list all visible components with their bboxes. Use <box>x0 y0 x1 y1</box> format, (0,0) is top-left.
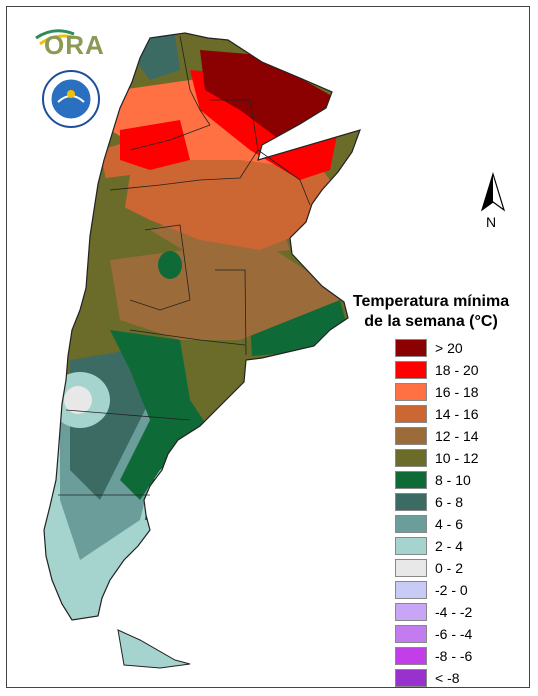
legend-swatch <box>395 493 427 511</box>
legend-label: 14 - 16 <box>435 406 479 422</box>
ora-logo-text: ORA <box>44 30 105 60</box>
legend-label: 12 - 14 <box>435 428 479 444</box>
legend-swatch <box>395 427 427 445</box>
legend-item: > 20 <box>395 337 515 359</box>
legend-swatch <box>395 603 427 621</box>
legend-label: 18 - 20 <box>435 362 479 378</box>
north-arrow-icon <box>480 172 506 212</box>
tierra-del-fuego <box>117 629 191 669</box>
legend-label: 2 - 4 <box>435 538 464 554</box>
legend-label: 6 - 8 <box>435 494 464 510</box>
legend-swatch <box>395 559 427 577</box>
legend-item: 6 - 8 <box>395 491 515 513</box>
legend-item: 0 - 2 <box>395 557 515 579</box>
legend-item: 12 - 14 <box>395 425 515 447</box>
legend-swatch <box>395 383 427 401</box>
legend-title-line2: de la semana (°C) <box>364 313 498 330</box>
legend-item: 18 - 20 <box>395 359 515 381</box>
legend-swatch <box>395 339 427 357</box>
legend-item: 8 - 10 <box>395 469 515 491</box>
legend-swatch <box>395 361 427 379</box>
legend-item: -6 - -4 <box>395 623 515 645</box>
legend-item: 14 - 16 <box>395 403 515 425</box>
legend-title-line1: Temperatura mínima <box>352 293 510 310</box>
legend-item: 10 - 12 <box>395 447 515 469</box>
legend-item: 2 - 4 <box>395 535 515 557</box>
legend-item: -4 - -2 <box>395 601 515 623</box>
legend-label: > 20 <box>435 340 463 356</box>
legend-swatch <box>395 669 427 687</box>
legend-swatch <box>395 581 427 599</box>
legend-swatch <box>395 625 427 643</box>
legend-label: 4 - 6 <box>435 516 464 532</box>
legend-label: -6 - -4 <box>435 626 473 642</box>
legend-label: 0 - 2 <box>435 560 464 576</box>
legend-swatch <box>395 647 427 665</box>
legend-label: -4 - -2 <box>435 604 473 620</box>
country-outline <box>43 32 361 621</box>
national-weather-service-seal-icon <box>42 70 100 128</box>
legend-label: 16 - 18 <box>435 384 479 400</box>
legend-item: 16 - 18 <box>395 381 515 403</box>
legend-swatch <box>395 449 427 467</box>
legend-label: 10 - 12 <box>435 450 479 466</box>
north-label: N <box>486 214 497 230</box>
province-borders <box>58 35 311 496</box>
legend-item: -8 - -6 <box>395 645 515 667</box>
legend-label: -2 - 0 <box>435 582 468 598</box>
legend-item: < -8 <box>395 667 515 689</box>
legend-item: -2 - 0 <box>395 579 515 601</box>
legend-swatch <box>395 471 427 489</box>
legend-label: -8 - -6 <box>435 648 473 664</box>
legend-label: 8 - 10 <box>435 472 471 488</box>
legend-title: Temperatura mínima de la semana (°C) <box>336 292 526 332</box>
legend: > 20 18 - 20 16 - 18 14 - 16 12 - 14 10 - 12 8… <box>395 337 515 689</box>
legend-swatch <box>395 515 427 533</box>
legend-swatch <box>395 405 427 423</box>
ora-logo-icon <box>35 29 79 46</box>
legend-swatch <box>395 537 427 555</box>
legend-label: < -8 <box>435 670 460 686</box>
legend-item: 4 - 6 <box>395 513 515 535</box>
